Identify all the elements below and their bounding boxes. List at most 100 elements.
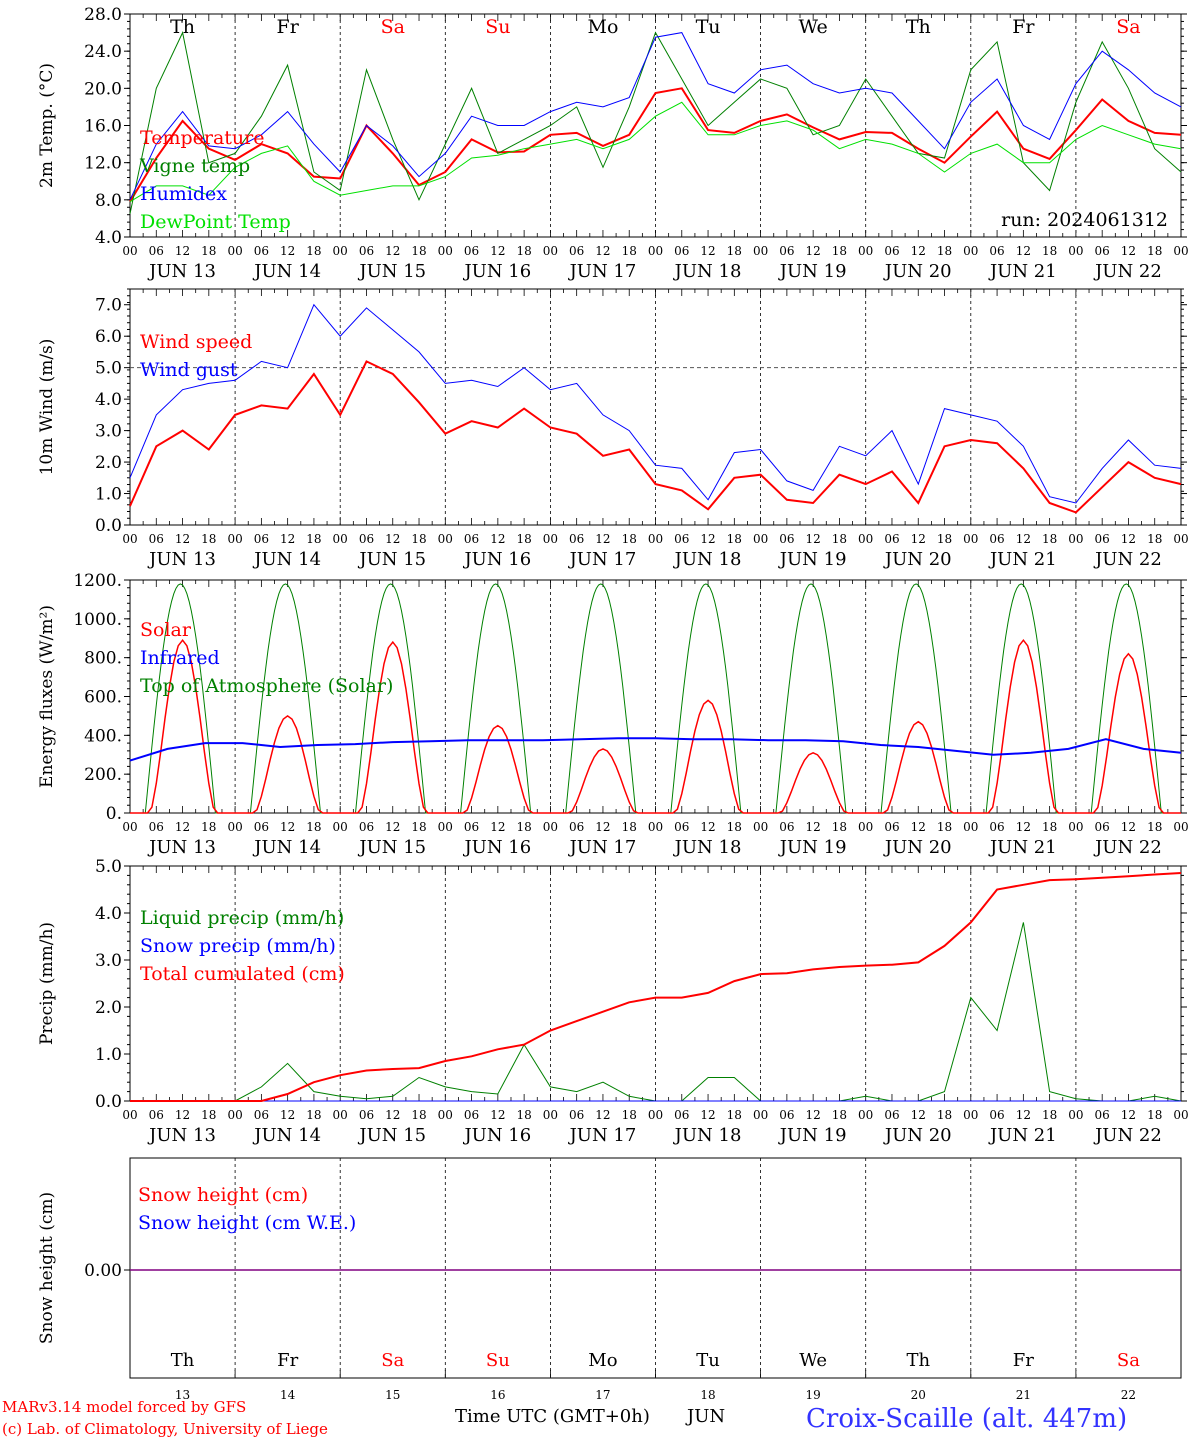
hour-label: 00 [1068,244,1083,258]
hour-label: 06 [359,532,374,546]
hour-label: 06 [569,1108,584,1122]
hour-label: 12 [175,532,190,546]
hour-label: 18 [1147,820,1162,834]
date-label: JUN 21 [988,1125,1057,1146]
weekday-label: Sa [381,16,405,38]
date-label: JUN 22 [1093,1125,1162,1146]
hour-label: 12 [806,244,821,258]
y-tick-label: 20.0 [84,79,122,99]
legend-entry: Wind speed [140,331,252,353]
y-tick-label: 28.0 [84,5,122,25]
hour-label: 00 [122,1108,137,1122]
hour-label: 00 [543,532,558,546]
hour-label: 12 [490,244,505,258]
weekday-label: Fr [1013,1350,1034,1371]
hour-label: 18 [516,244,531,258]
hour-label: 06 [149,1108,164,1122]
weekday-label: Th [171,1350,195,1371]
date-label: JUN 16 [462,261,531,282]
footer-model: MARv3.14 model forced by GFS [2,1398,246,1416]
date-label: JUN 13 [147,549,216,570]
hour-label: 18 [201,1108,216,1122]
y-axis-label: 2m Temp. (°C) [37,63,57,188]
day-number-label: 22 [1121,1388,1136,1402]
hour-label: 18 [727,1108,742,1122]
hour-label: 06 [779,1108,794,1122]
hour-label: 06 [569,244,584,258]
hour-label: 00 [1068,1108,1083,1122]
series-line [129,360,1182,514]
date-label: JUN 21 [988,549,1057,570]
day-number-label: 21 [1016,1388,1031,1402]
hour-label: 00 [753,820,768,834]
series-line [130,872,1182,1102]
hour-label: 00 [858,1108,873,1122]
hour-label: 12 [595,1108,610,1122]
hour-label: 12 [385,1108,400,1122]
hour-label: 12 [385,244,400,258]
hour-label: 06 [254,244,269,258]
weekday-label: Mo [588,1350,617,1371]
hour-label: 18 [411,1108,426,1122]
date-label: JUN 13 [147,1125,216,1146]
hour-label: 00 [1173,820,1188,834]
series-line [129,32,1182,201]
hour-label: 12 [1016,1108,1031,1122]
series-line [130,638,1181,814]
legend-entry: Top of Atmosphere (Solar) [140,675,393,697]
hour-label: 00 [1173,532,1188,546]
hour-label: 00 [858,820,873,834]
weekday-label: Fr [277,16,300,38]
hour-label: 12 [700,244,715,258]
hour-label: 06 [674,244,689,258]
day-number-label: 19 [806,1388,821,1402]
weekday-label: Su [486,1350,510,1371]
y-tick-label: 5.0 [95,359,122,379]
hour-label: 18 [306,820,321,834]
hour-label: 18 [1042,820,1057,834]
hour-label: 12 [700,820,715,834]
hour-label: 00 [543,820,558,834]
weekday-label: We [799,16,828,38]
legend-entry: Wind gust [140,359,238,381]
hour-label: 12 [1016,244,1031,258]
y-tick-label: 4.0 [95,390,122,410]
hour-label: 00 [227,532,242,546]
hour-label: 12 [1121,1108,1136,1122]
date-label: JUN 17 [568,261,637,282]
hour-label: 12 [911,1108,926,1122]
y-tick-label: 3.0 [95,951,122,971]
date-label: JUN 22 [1093,549,1162,570]
day-number-label: 14 [280,1388,296,1402]
weekday-label: Th [170,16,195,38]
hour-label: 00 [438,532,453,546]
y-tick-label: 1200. [73,571,122,591]
date-label: JUN 22 [1093,261,1162,282]
hour-label: 18 [937,1108,952,1122]
hour-label: 06 [464,1108,479,1122]
weekday-label: We [799,1350,827,1371]
hour-label: 12 [280,244,295,258]
date-label: JUN 19 [778,261,847,282]
hour-label: 00 [648,820,663,834]
y-tick-label: 4.0 [95,904,122,924]
hour-label: 00 [753,1108,768,1122]
date-label: JUN 15 [357,837,426,858]
date-label: JUN 13 [147,837,216,858]
legend-entry: Solar [140,619,192,641]
y-tick-label: 0.00 [84,1261,122,1281]
series-line [129,303,1182,504]
hour-label: 18 [937,820,952,834]
legend-entry: Snow height (cm W.E.) [138,1212,356,1234]
date-label: JUN 18 [673,1125,742,1146]
hour-label: 12 [175,820,190,834]
hour-label: 12 [385,820,400,834]
hour-label: 06 [149,244,164,258]
hour-label: 12 [490,532,505,546]
date-label: JUN 20 [883,549,952,570]
run-annotation: run: 2024061312 [1001,209,1168,231]
hour-label: 06 [884,244,899,258]
day-number-label: 18 [700,1388,715,1402]
hour-label: 00 [963,244,978,258]
hour-label: 00 [227,820,242,834]
